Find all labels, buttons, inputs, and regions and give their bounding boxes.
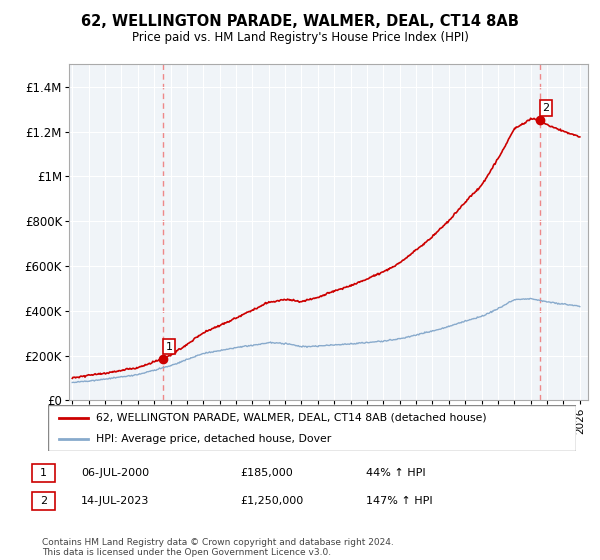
Text: 1: 1 xyxy=(166,342,173,352)
Text: Price paid vs. HM Land Registry's House Price Index (HPI): Price paid vs. HM Land Registry's House … xyxy=(131,31,469,44)
Text: Contains HM Land Registry data © Crown copyright and database right 2024.
This d: Contains HM Land Registry data © Crown c… xyxy=(42,538,394,557)
Text: 2: 2 xyxy=(542,103,550,113)
Text: 2: 2 xyxy=(40,496,47,506)
Text: £1,250,000: £1,250,000 xyxy=(240,496,303,506)
Text: 62, WELLINGTON PARADE, WALMER, DEAL, CT14 8AB: 62, WELLINGTON PARADE, WALMER, DEAL, CT1… xyxy=(81,14,519,29)
Text: 62, WELLINGTON PARADE, WALMER, DEAL, CT14 8AB (detached house): 62, WELLINGTON PARADE, WALMER, DEAL, CT1… xyxy=(95,413,486,423)
Text: 147% ↑ HPI: 147% ↑ HPI xyxy=(366,496,433,506)
Text: £185,000: £185,000 xyxy=(240,468,293,478)
Text: 14-JUL-2023: 14-JUL-2023 xyxy=(81,496,149,506)
Text: HPI: Average price, detached house, Dover: HPI: Average price, detached house, Dove… xyxy=(95,435,331,444)
Text: 06-JUL-2000: 06-JUL-2000 xyxy=(81,468,149,478)
Text: 1: 1 xyxy=(40,468,47,478)
FancyBboxPatch shape xyxy=(48,405,576,451)
Text: 44% ↑ HPI: 44% ↑ HPI xyxy=(366,468,425,478)
